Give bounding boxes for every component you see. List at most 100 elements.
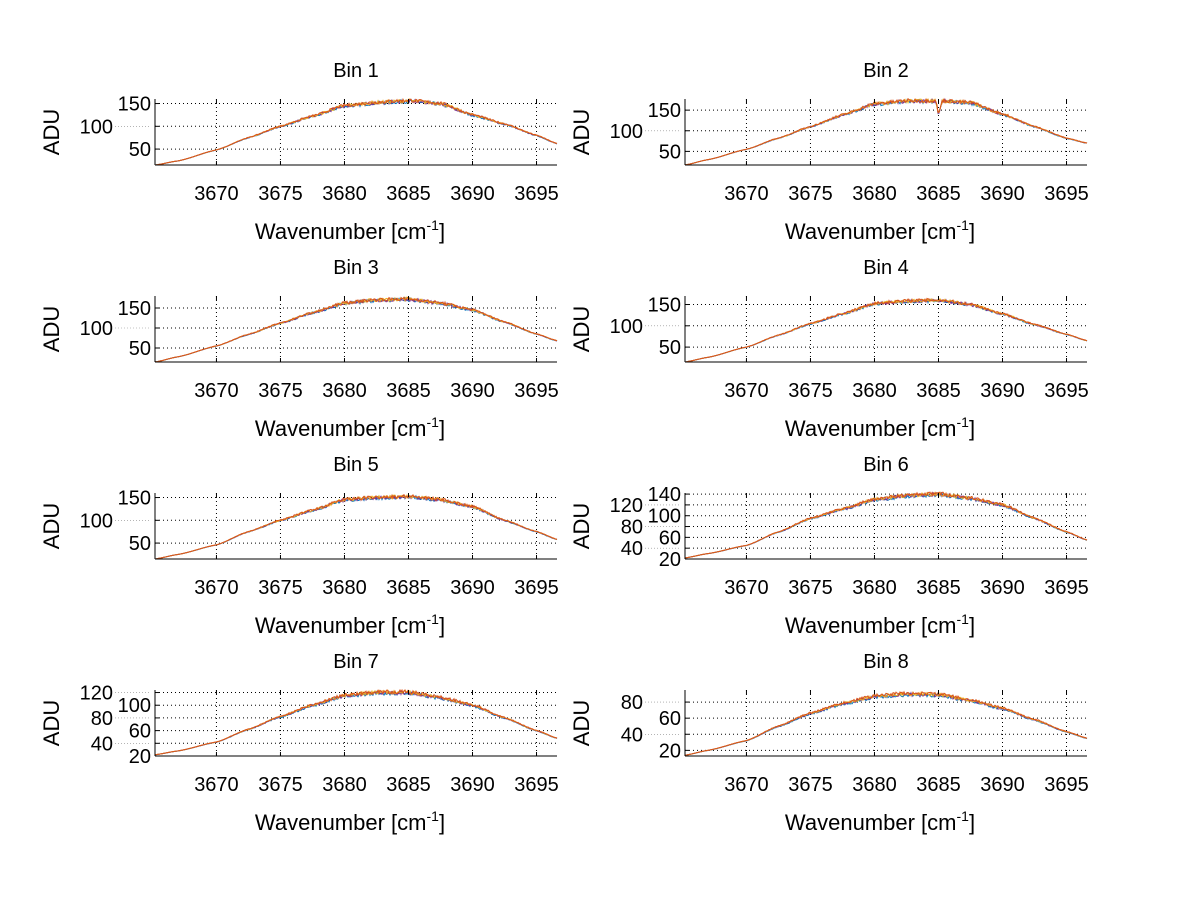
x-tick-label: 3675 [258, 577, 303, 599]
x-tick-label: 3675 [788, 183, 833, 205]
x-tick-label: 3695 [514, 774, 559, 796]
series-line-4 [154, 98, 558, 166]
subplot-title: Bin 4 [863, 257, 909, 279]
y-tick-label: 20 [129, 746, 151, 768]
y-tick-label: 80 [621, 517, 643, 539]
x-tick-label: 3685 [916, 774, 961, 796]
x-axis-label-end: ] [969, 416, 975, 441]
x-tick-label: 3685 [916, 380, 961, 402]
subplot-title: Bin 7 [333, 651, 379, 673]
series-line-1 [684, 298, 1088, 363]
x-tick-label: 3670 [724, 183, 769, 205]
series-line-2 [154, 494, 557, 560]
y-axis-label: ADU [39, 700, 64, 746]
x-tick-label: 3695 [514, 577, 559, 599]
subplot-title: Bin 5 [333, 454, 379, 476]
x-tick-label: 3685 [386, 183, 431, 205]
series-line-1 [684, 98, 1088, 166]
y-tick-label: 60 [659, 527, 681, 549]
series-line-1 [684, 692, 1088, 756]
x-tick-label: 3695 [1044, 183, 1089, 205]
subplot-title: Bin 6 [863, 454, 909, 476]
y-tick-label: 50 [659, 141, 681, 163]
subplot-title: Bin 2 [863, 60, 909, 82]
y-tick-label: 80 [621, 692, 643, 714]
x-axis-label-superscript: -1 [957, 611, 970, 627]
x-axis-label-end: ] [969, 613, 975, 638]
x-tick-label: 3680 [852, 774, 897, 796]
subplot-title: Bin 1 [333, 60, 379, 82]
y-tick-label: 60 [129, 721, 151, 743]
y-tick-label: 150 [118, 94, 151, 116]
y-tick-label: 50 [129, 139, 151, 161]
y-axis-label: ADU [39, 503, 64, 549]
x-tick-label: 3695 [514, 380, 559, 402]
x-axis-label-end: ] [439, 613, 445, 638]
x-tick-label: 3680 [322, 380, 367, 402]
x-tick-label: 3670 [194, 380, 239, 402]
y-tick-label: 20 [659, 740, 681, 762]
x-axis-label-superscript: -1 [427, 808, 440, 824]
x-axis-label: Wavenumber [cm-1] [255, 808, 445, 835]
x-tick-label: 3675 [258, 380, 303, 402]
x-axis-label: Wavenumber [cm-1] [785, 414, 975, 441]
x-tick-label: 3680 [322, 183, 367, 205]
x-tick-label: 3670 [194, 577, 239, 599]
x-tick-label: 3690 [980, 183, 1025, 205]
x-axis-label-superscript: -1 [427, 217, 440, 233]
series-line-2 [684, 298, 1088, 363]
y-axis-label: ADU [569, 503, 594, 549]
x-tick-label: 3685 [916, 577, 961, 599]
x-axis-label: Wavenumber [cm-1] [785, 217, 975, 244]
x-tick-label: 3680 [852, 380, 897, 402]
x-axis-label-end: ] [969, 219, 975, 244]
y-tick-label: 100 [118, 695, 151, 717]
x-axis-label-superscript: -1 [427, 611, 440, 627]
series-line-1 [154, 690, 558, 756]
series-line-3 [684, 98, 1088, 166]
x-tick-label: 3680 [322, 774, 367, 796]
x-tick-label: 3695 [1044, 380, 1089, 402]
x-axis-label-superscript: -1 [957, 808, 970, 824]
x-tick-label: 3675 [788, 774, 833, 796]
x-tick-label: 3670 [724, 774, 769, 796]
x-tick-label: 3695 [514, 183, 559, 205]
x-tick-label: 3680 [852, 183, 897, 205]
x-tick-label: 3690 [450, 380, 495, 402]
x-tick-label: 3670 [194, 183, 239, 205]
y-tick-label: 150 [118, 488, 151, 510]
series-line-4 [684, 491, 1088, 559]
x-tick-label: 3690 [980, 577, 1025, 599]
x-tick-label: 3680 [852, 577, 897, 599]
x-tick-label: 3675 [258, 774, 303, 796]
y-tick-label: 20 [659, 549, 681, 571]
series-line-3 [154, 296, 558, 363]
x-tick-label: 3670 [724, 380, 769, 402]
x-axis-label-superscript: -1 [957, 414, 970, 430]
x-tick-label: 3675 [788, 380, 833, 402]
x-axis-label: Wavenumber [cm-1] [255, 217, 445, 244]
x-axis-label-superscript: -1 [427, 414, 440, 430]
x-tick-label: 3685 [386, 380, 431, 402]
series-line-4 [684, 690, 1088, 756]
series-line-4 [684, 97, 1088, 166]
x-tick-label: 3675 [788, 577, 833, 599]
x-axis-label-end: ] [439, 219, 445, 244]
y-tick-label: 100 [648, 506, 681, 528]
x-tick-label: 3670 [724, 577, 769, 599]
y-tick-label: 40 [621, 538, 643, 560]
x-tick-label: 3695 [1044, 774, 1089, 796]
y-tick-label: 60 [659, 708, 681, 730]
x-axis-label-superscript: -1 [957, 217, 970, 233]
x-tick-label: 3685 [916, 183, 961, 205]
x-tick-label: 3675 [258, 183, 303, 205]
x-tick-label: 3690 [450, 774, 495, 796]
y-tick-label: 100 [610, 316, 643, 338]
x-axis-label-end: ] [969, 810, 975, 835]
